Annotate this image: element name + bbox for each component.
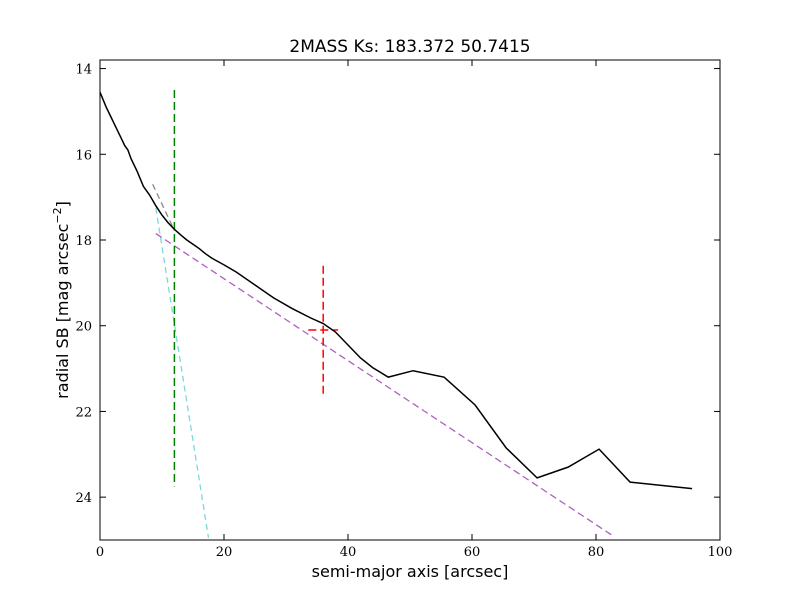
y-tick-label: 18 — [75, 234, 92, 249]
surface-brightness-profile-line — [100, 91, 693, 490]
x-tick-label: 40 — [340, 545, 357, 560]
x-tick-label: 60 — [464, 545, 481, 560]
y-tick-label: 20 — [75, 320, 92, 335]
x-tick-label: 20 — [216, 545, 233, 560]
inner-fit-line — [155, 207, 210, 538]
plot-frame — [99, 59, 721, 541]
y-axis-label-exponent: −2 — [51, 207, 64, 223]
plot-area — [100, 90, 693, 538]
chart-title: 2MASS Ks: 183.372 50.7415 — [289, 37, 530, 57]
x-tick-label: 100 — [708, 545, 733, 560]
y-tick-label: 22 — [75, 405, 92, 420]
x-axis-ticks: 0 20 40 60 80 100 — [96, 60, 733, 560]
x-axis-label: semi-major axis [arcsec] — [312, 562, 509, 581]
x-tick-label: 80 — [588, 545, 605, 560]
y-tick-label: 14 — [75, 63, 92, 78]
y-axis-label-close: ] — [53, 201, 72, 207]
outer-fit-line — [155, 233, 614, 537]
y-axis-ticks: 14 16 18 20 22 24 — [75, 63, 720, 506]
transition-fit-line — [152, 184, 175, 231]
y-axis-label: radial SB [mag arcsec−2] — [51, 201, 72, 399]
y-tick-label: 16 — [75, 148, 92, 163]
y-axis-label-main: radial SB [mag arcsec — [53, 224, 72, 399]
y-tick-label: 24 — [75, 491, 92, 506]
x-tick-label: 0 — [96, 545, 104, 560]
